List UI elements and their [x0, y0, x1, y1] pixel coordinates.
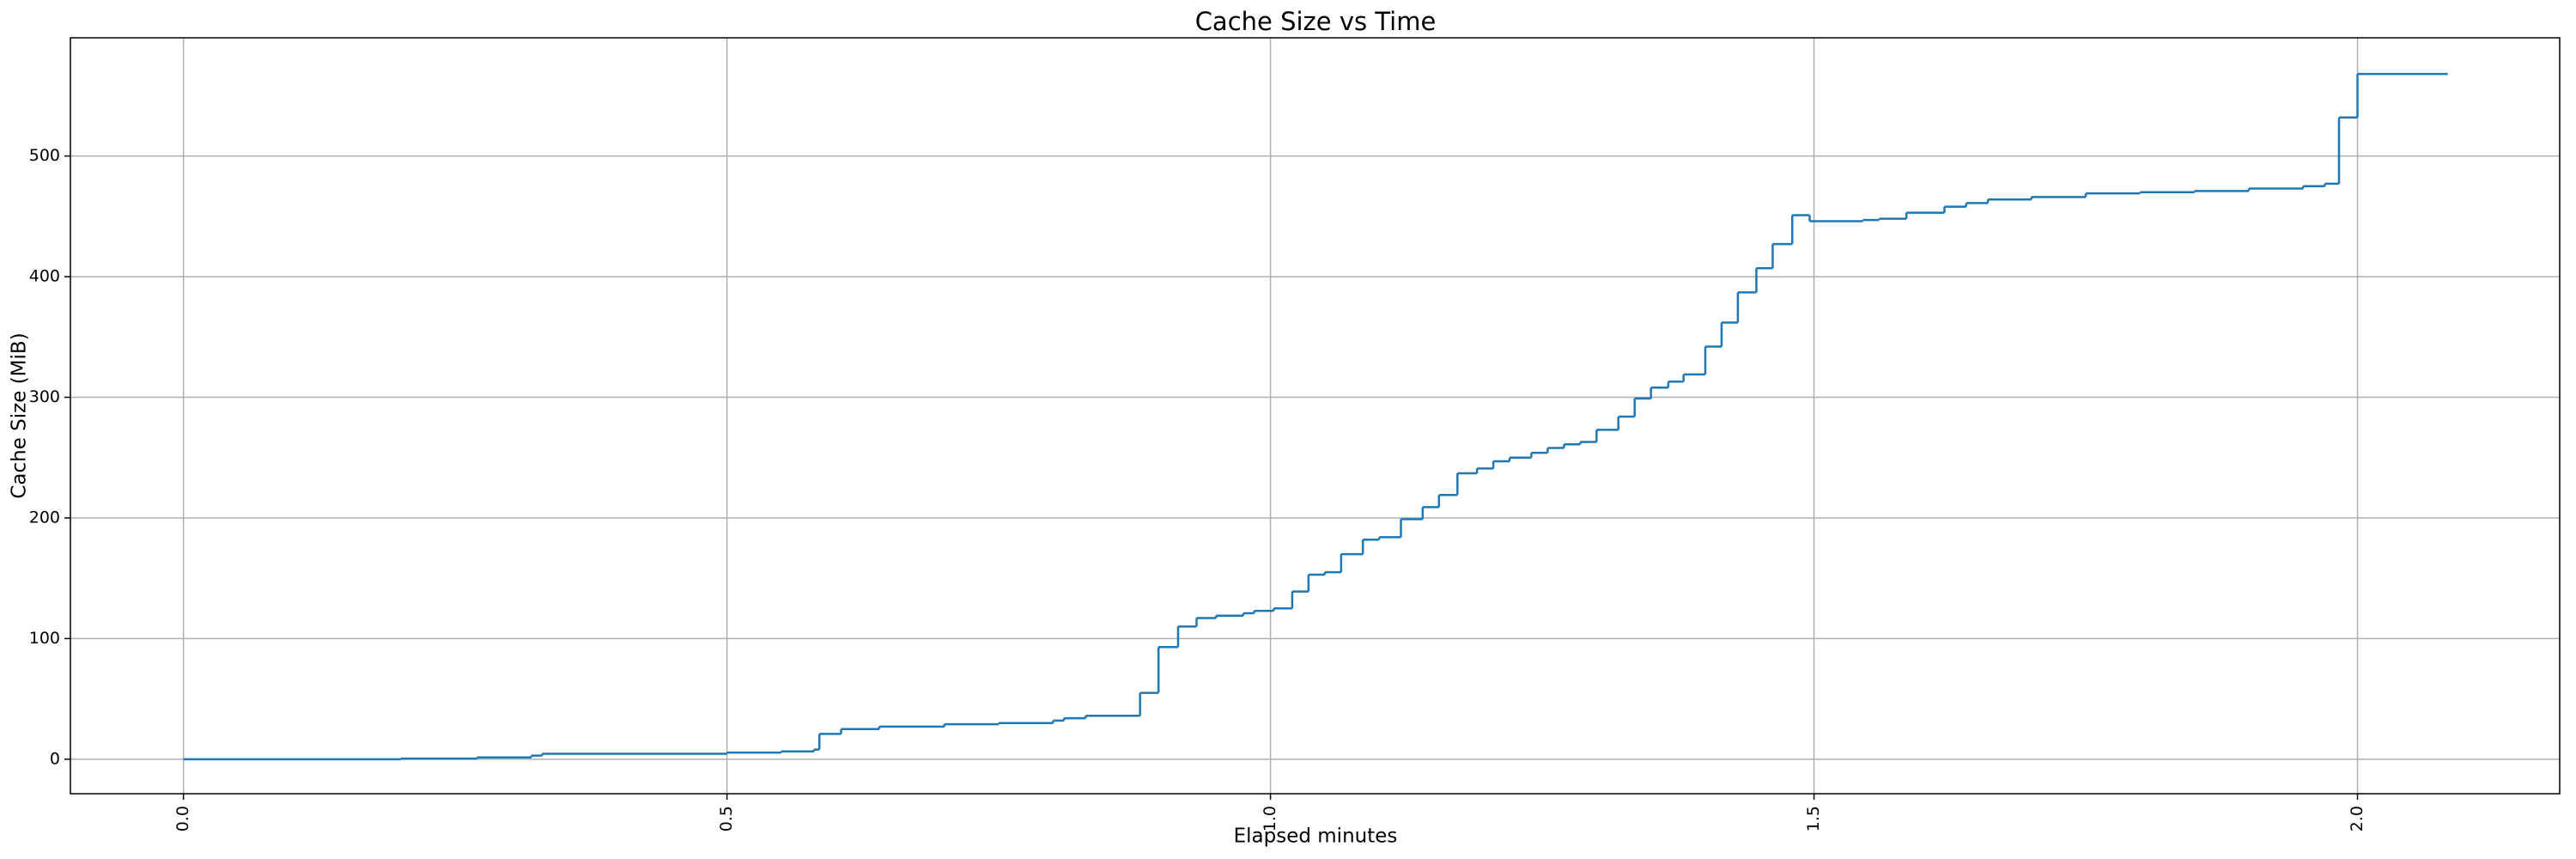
y-axis-label: Cache Size (MiB) [9, 332, 31, 498]
y-tick-label: 100 [29, 629, 60, 648]
chart-title: Cache Size vs Time [1195, 7, 1437, 36]
y-tick-label: 300 [29, 387, 60, 406]
x-tick-label: 0.0 [173, 806, 192, 832]
y-tick-label: 200 [29, 508, 60, 527]
x-axis-label: Elapsed minutes [1234, 825, 1398, 848]
y-tick-label: 500 [29, 146, 60, 165]
plot-frame [70, 37, 2561, 795]
x-tick-label: 1.0 [1261, 806, 1279, 832]
y-tick-label: 400 [29, 267, 60, 286]
y-tick-label: 0 [50, 749, 60, 768]
x-tick-label: 1.5 [1804, 806, 1823, 832]
x-tick-label: 0.5 [717, 806, 736, 832]
x-tick-label: 2.0 [2348, 806, 2366, 832]
